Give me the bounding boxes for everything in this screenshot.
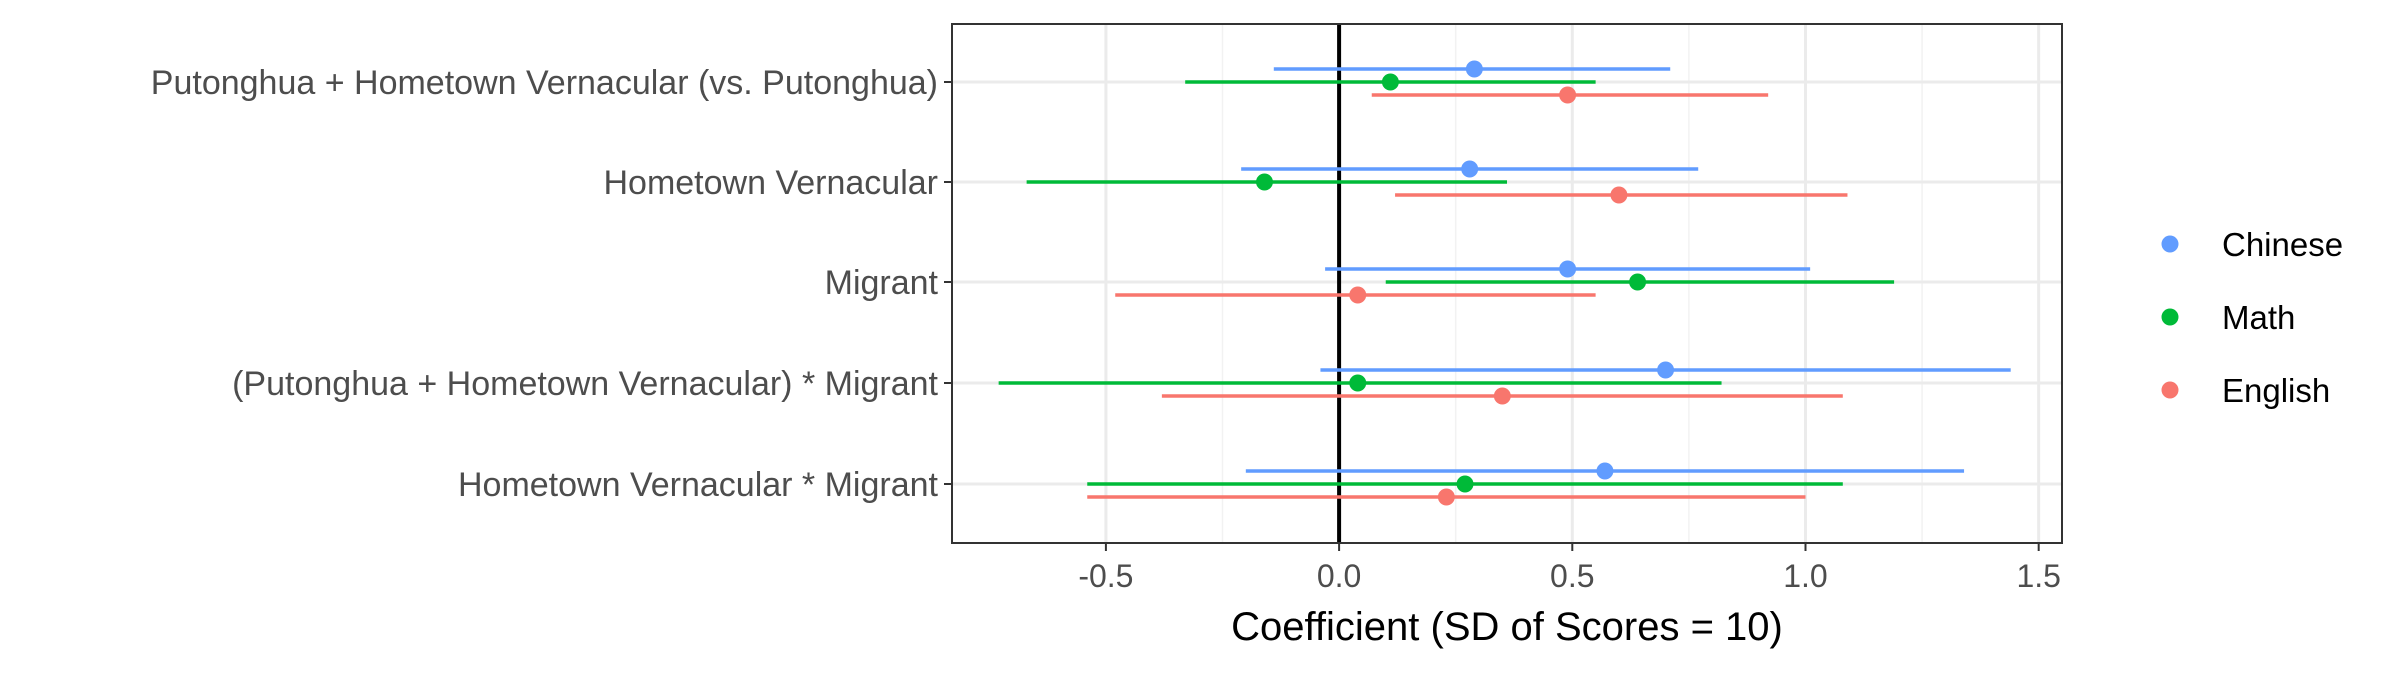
x-axis: -0.5 0.0 0.5 1.0 1.5: [1078, 543, 2061, 594]
point-estimate: [1255, 173, 1273, 191]
series-english: [1087, 86, 1848, 506]
point-estimate: [1461, 160, 1479, 178]
legend-key: [2161, 381, 2179, 399]
series-layer: [998, 60, 2011, 506]
legend-label: Chinese: [2222, 226, 2343, 263]
point-estimate: [1381, 73, 1399, 91]
x-axis-title: Coefficient (SD of Scores = 10): [1231, 605, 1783, 649]
legend-item-math: Math: [2161, 299, 2295, 336]
point-estimate: [1559, 86, 1577, 104]
point-estimate: [1559, 260, 1577, 278]
point-estimate: [1349, 374, 1367, 392]
legend-label: English: [2222, 372, 2330, 409]
x-tick-label: 1.5: [2016, 558, 2060, 594]
y-tick-label: Putonghua + Hometown Vernacular (vs. Put…: [151, 64, 938, 102]
legend-label: Math: [2222, 299, 2295, 336]
point-estimate: [1596, 462, 1614, 480]
series-chinese: [1241, 60, 2011, 480]
x-tick-label: 0.5: [1550, 558, 1594, 594]
y-axis: Putonghua + Hometown Vernacular (vs. Put…: [151, 64, 952, 504]
point-estimate: [1629, 273, 1647, 291]
series-math: [998, 73, 1895, 493]
y-tick-label: (Putonghua + Hometown Vernacular) * Migr…: [232, 365, 938, 403]
point-estimate: [1349, 286, 1367, 304]
point-estimate: [1657, 361, 1675, 379]
panel-border: [951, 23, 2063, 544]
legend-key: [2161, 308, 2179, 326]
legend-item-english: English: [2161, 372, 2330, 409]
point-estimate: [1437, 488, 1455, 506]
point-estimate: [1465, 60, 1483, 78]
x-tick-label: -0.5: [1078, 558, 1133, 594]
x-tick-label: 1.0: [1783, 558, 1827, 594]
legend-key: [2161, 235, 2179, 253]
y-tick-label: Hometown Vernacular: [603, 164, 938, 202]
legend-item-chinese: Chinese: [2161, 226, 2343, 263]
point-estimate: [1610, 186, 1628, 204]
y-tick-label: Migrant: [825, 264, 939, 302]
legend: Chinese Math English: [2161, 226, 2343, 409]
x-tick-label: 0.0: [1317, 558, 1361, 594]
point-estimate: [1456, 475, 1474, 493]
y-tick-label: Hometown Vernacular * Migrant: [458, 466, 939, 504]
point-estimate: [1493, 387, 1511, 405]
